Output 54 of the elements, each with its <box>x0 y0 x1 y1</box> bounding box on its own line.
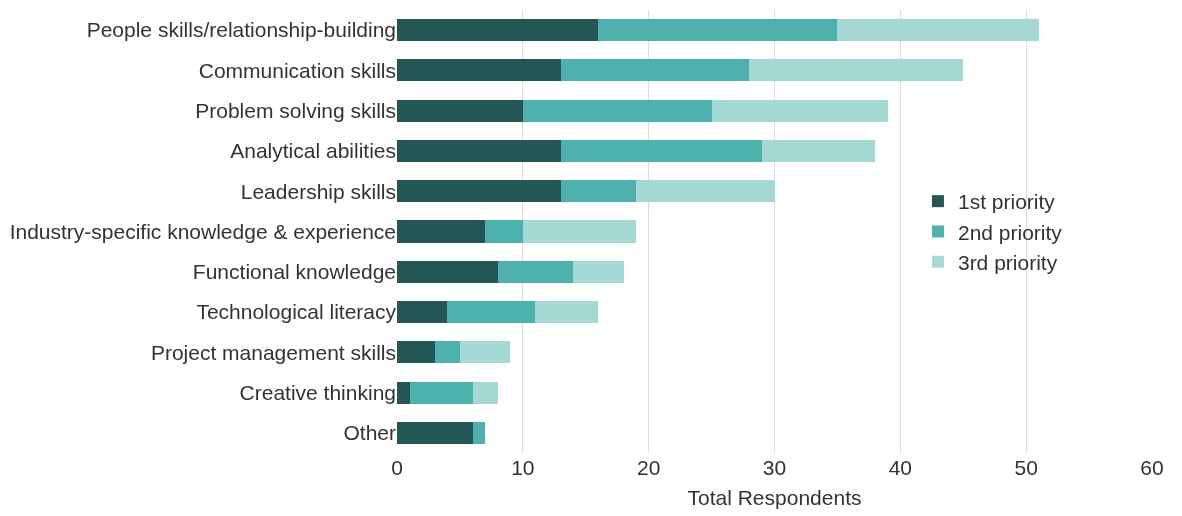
bar <box>560 59 750 82</box>
bar <box>472 381 498 404</box>
y-tick-label: Problem solving skills <box>195 99 396 123</box>
legend-label: 3rd priority <box>957 250 1058 274</box>
x-tick-label: 60 <box>1140 456 1164 479</box>
bar <box>397 59 561 82</box>
x-tick-label: 40 <box>888 456 913 479</box>
bar <box>459 341 511 364</box>
y-tick-label: Functional knowledge <box>192 260 396 284</box>
bar <box>472 421 486 444</box>
y-tick-label: Project management skills <box>150 340 396 364</box>
bar <box>711 99 888 122</box>
bar <box>447 300 536 324</box>
bar <box>409 381 473 404</box>
legend-label: 2nd priority <box>957 220 1063 244</box>
y-tick-label: Technological literacy <box>196 300 397 324</box>
x-tick-label: 0 <box>391 456 403 479</box>
bar <box>573 260 624 283</box>
bar <box>837 19 1039 42</box>
bar <box>397 139 561 163</box>
bar <box>636 180 775 203</box>
bar <box>397 260 498 283</box>
bar <box>397 99 523 122</box>
bar <box>560 139 762 163</box>
bar <box>497 260 574 283</box>
x-axis-title: Total Respondents <box>687 486 862 510</box>
bar <box>397 180 561 203</box>
bar <box>598 19 838 42</box>
bar <box>434 341 460 364</box>
bar <box>397 300 448 324</box>
y-tick-label: Leadership skills <box>240 179 396 203</box>
bar <box>397 341 435 364</box>
y-tick-label: Analytical abilities <box>230 139 396 163</box>
x-tick-label: 20 <box>636 456 661 479</box>
x-tick-label: 10 <box>511 456 535 479</box>
y-tick-label: Communication skills <box>198 58 396 82</box>
bar <box>397 381 410 404</box>
x-tick-label: 30 <box>762 456 787 479</box>
bar <box>397 421 473 444</box>
x-tick-label: 50 <box>1014 456 1038 479</box>
bar <box>485 220 523 243</box>
bar <box>535 300 599 324</box>
y-tick-label: People skills/relationship-building <box>86 18 396 42</box>
legend-label: 1st priority <box>957 190 1056 214</box>
bar <box>560 180 637 203</box>
bar <box>749 59 964 82</box>
y-tick-label: Other <box>343 421 396 445</box>
y-tick-label: Industry-specific knowledge & experience <box>9 219 396 243</box>
bar <box>397 220 486 243</box>
bar <box>522 99 712 122</box>
bar <box>522 220 637 243</box>
bar <box>761 139 876 163</box>
bar <box>397 19 599 42</box>
y-tick-label: Creative thinking <box>239 380 396 404</box>
